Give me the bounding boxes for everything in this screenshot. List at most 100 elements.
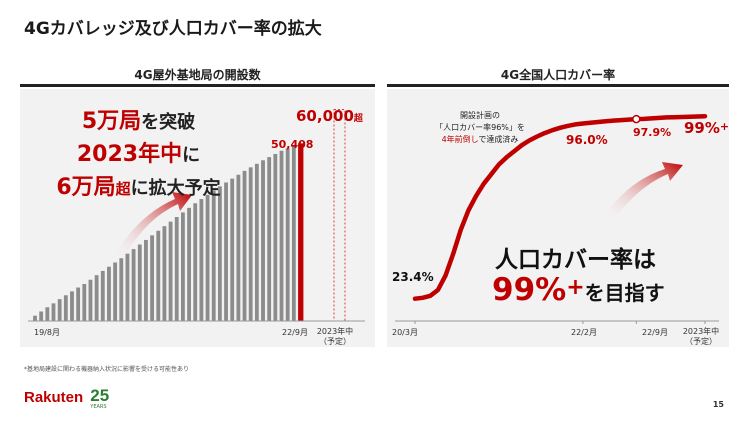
left-headline: 5万局を突破 2023年中に 6万局超に拡大予定 bbox=[46, 106, 231, 205]
logo-text: Rakuten bbox=[24, 389, 84, 406]
bar bbox=[113, 262, 118, 321]
slide-title: 4Gカバレッジ及び人口カバー率の拡大 bbox=[24, 19, 322, 39]
coverage-goal-line1: 人口カバー率は bbox=[495, 247, 656, 273]
bar bbox=[131, 249, 136, 321]
point-label-goal-value: 99% bbox=[684, 119, 720, 137]
headline-line1-red: 5万局 bbox=[81, 109, 142, 134]
bar bbox=[187, 207, 191, 321]
bar bbox=[82, 283, 87, 321]
bar bbox=[230, 178, 235, 321]
right-x-tick-1: 22/2月 bbox=[571, 328, 597, 337]
plan-note-line1: 開設計画の bbox=[460, 111, 500, 120]
bar bbox=[205, 194, 210, 321]
bar bbox=[100, 270, 105, 321]
left-x-target-line2: （予定） bbox=[319, 337, 351, 346]
point-label-goal: 99%+ bbox=[684, 118, 729, 137]
coverage-goal-line2: 99%+を目指す bbox=[492, 272, 665, 308]
bar bbox=[193, 203, 198, 321]
bar bbox=[45, 307, 50, 321]
bar bbox=[94, 275, 99, 321]
left-x-target-label: 2023年中 （予定） bbox=[315, 327, 355, 347]
point-label-now: 97.9% bbox=[633, 126, 672, 139]
target-value-label: 60,000超 bbox=[296, 106, 363, 125]
plan-note-red: 4年前倒し bbox=[441, 135, 479, 144]
bar bbox=[156, 230, 161, 321]
right-x-tick-3: 2023年中 （予定） bbox=[680, 327, 722, 347]
bar bbox=[248, 167, 253, 321]
headline-line3-black: に拡大予定 bbox=[130, 178, 221, 199]
point-label-mid: 96.0% bbox=[566, 133, 608, 147]
growth-arrow bbox=[115, 192, 192, 259]
bar bbox=[76, 287, 81, 321]
bar-latest bbox=[298, 143, 304, 321]
left-panel-header: 4G屋外基地局の開設数 bbox=[20, 66, 375, 87]
bar bbox=[107, 266, 111, 321]
coverage-series-line bbox=[412, 113, 708, 301]
logo-sub: YEARS bbox=[90, 404, 107, 410]
plan-note-line2: 「人口カバー率96%」を bbox=[435, 123, 525, 132]
bar bbox=[174, 217, 179, 321]
bar bbox=[267, 157, 272, 321]
bar bbox=[211, 190, 216, 321]
right-x-tick-3-line2: （予定） bbox=[685, 337, 717, 346]
bar bbox=[261, 160, 265, 321]
headline-line2-red: 2023年中 bbox=[76, 142, 183, 167]
current-point-marker bbox=[632, 114, 641, 124]
footnote: *基地局建設に関わる機器納入状況に影響を受ける可能性あり bbox=[24, 366, 190, 373]
plan-note-black: で達成済み bbox=[478, 135, 519, 144]
target-value-number: 60,000 bbox=[296, 107, 354, 125]
bar bbox=[125, 253, 130, 321]
stations-bar-chart bbox=[28, 109, 365, 322]
bar bbox=[224, 182, 228, 321]
bar bbox=[144, 239, 148, 321]
right-panel-header: 4G全国人口カバー率 bbox=[387, 66, 729, 87]
logo-number: 25 bbox=[90, 386, 110, 405]
bar bbox=[63, 295, 68, 321]
headline-line2-black: に bbox=[182, 145, 201, 166]
coverage-goal-plus: + bbox=[566, 275, 585, 300]
bar bbox=[51, 303, 56, 321]
last-value-label: 50,408 bbox=[271, 138, 314, 151]
left-x-end-label: 22/9月 bbox=[282, 328, 308, 337]
bar bbox=[199, 199, 204, 321]
bar bbox=[119, 258, 124, 321]
bar bbox=[236, 174, 241, 321]
point-label-start: 23.4% bbox=[392, 270, 434, 284]
bar bbox=[57, 299, 62, 321]
bar bbox=[70, 291, 74, 321]
bar bbox=[291, 145, 296, 321]
bar bbox=[162, 226, 167, 321]
point-label-goal-plus: + bbox=[719, 120, 730, 133]
bar bbox=[137, 244, 142, 321]
bar bbox=[33, 315, 37, 321]
bar bbox=[39, 311, 44, 321]
plan-note: 開設計画の 「人口カバー率96%」を 4年前倒しで達成済み bbox=[410, 110, 550, 146]
coverage-goal-percent: 99% bbox=[492, 272, 567, 308]
headline-line1-black: を突破 bbox=[141, 112, 196, 133]
bar bbox=[254, 163, 259, 321]
page-number: 15 bbox=[712, 400, 724, 409]
bar bbox=[88, 279, 93, 321]
right-x-tick-3-line1: 2023年中 bbox=[682, 327, 720, 336]
bar bbox=[181, 212, 185, 321]
bar bbox=[279, 150, 284, 321]
right-x-tick-0: 20/3月 bbox=[392, 328, 418, 337]
bar bbox=[242, 170, 247, 321]
headline-line3-red: 6万局 bbox=[56, 175, 116, 200]
left-x-target-line1: 2023年中 bbox=[316, 327, 354, 336]
bar bbox=[168, 221, 173, 321]
right-x-tick-2: 22/9月 bbox=[642, 328, 668, 337]
rakuten-25-years-logo: Rakuten 25 YEARS bbox=[24, 387, 109, 410]
bar bbox=[150, 235, 154, 321]
right-panel bbox=[387, 89, 729, 347]
bar bbox=[285, 148, 290, 321]
left-panel bbox=[20, 89, 375, 347]
coverage-line-chart bbox=[395, 113, 719, 324]
coverage-growth-arrow bbox=[605, 162, 683, 219]
target-bar-outline bbox=[333, 109, 346, 322]
bar bbox=[217, 186, 222, 321]
headline-line3-small: 超 bbox=[115, 180, 131, 198]
target-value-suffix: 超 bbox=[353, 114, 363, 124]
coverage-goal-text: を目指す bbox=[584, 281, 665, 305]
bar bbox=[273, 153, 278, 321]
